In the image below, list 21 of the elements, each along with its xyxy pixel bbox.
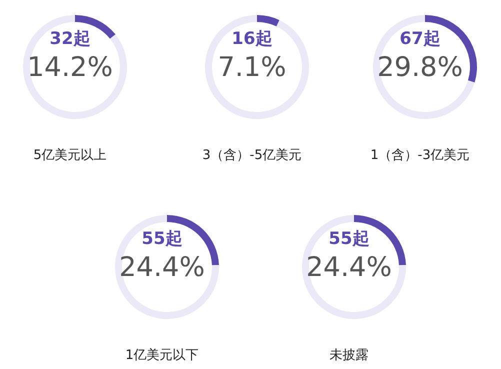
donut-slice <box>257 15 280 26</box>
text: 55起 <box>328 229 370 250</box>
text: 3（含）-5亿美元 <box>201 148 303 164</box>
text: 5亿美元以上 <box>32 148 108 164</box>
text: 29.8% <box>376 52 464 84</box>
donut-slice <box>23 15 127 119</box>
donut-slice <box>115 215 219 319</box>
donut-slice <box>373 15 475 119</box>
text: 55起 <box>140 229 184 250</box>
text: 1（含）-3亿美元 <box>369 148 471 164</box>
text: 32起 <box>48 29 92 50</box>
text: 14.2% <box>26 52 114 84</box>
text: 24.4% <box>118 252 206 284</box>
text: 16起 <box>230 29 274 50</box>
text: 未披露 <box>328 348 370 364</box>
text: 24.4% <box>305 252 393 284</box>
donut-slice <box>205 15 309 119</box>
text: 1亿美元以下 <box>124 348 200 364</box>
text: 67起 <box>398 29 442 50</box>
donut-slice <box>302 215 406 319</box>
text: 7.1% <box>216 52 288 84</box>
